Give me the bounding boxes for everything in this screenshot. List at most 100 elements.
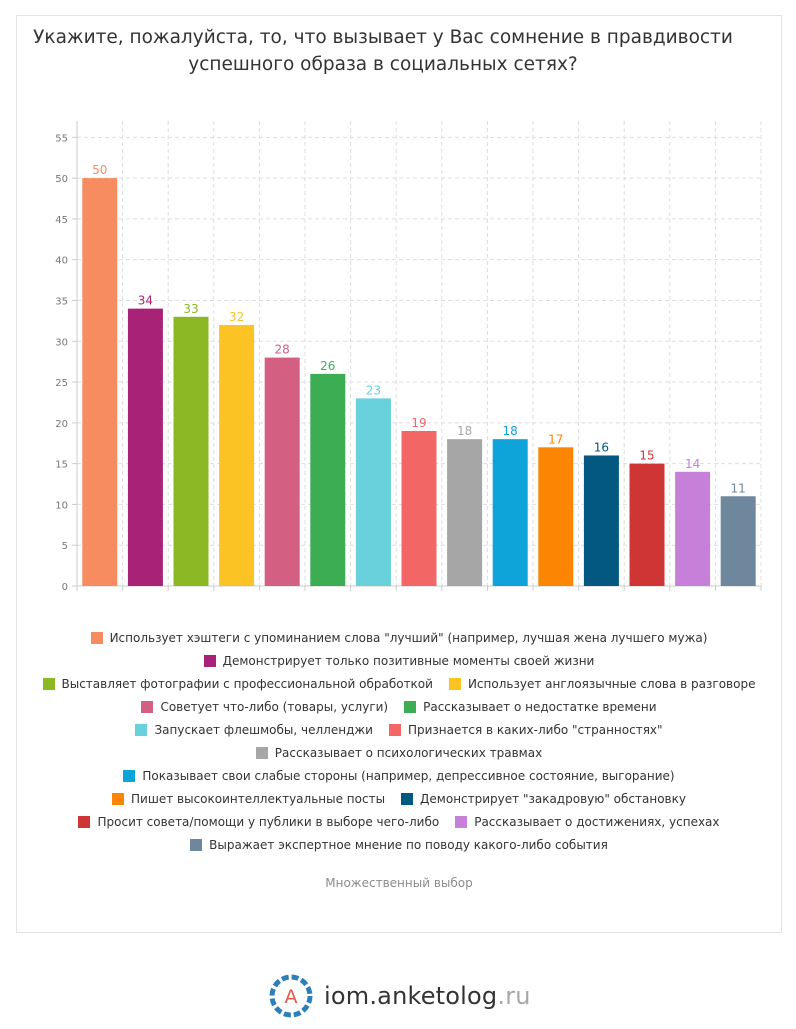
legend-item[interactable]: Демонстрирует "закадровую" обстановку <box>401 792 686 806</box>
chart-title-line-2: успешного образа в социальных сетях? <box>188 54 578 75</box>
legend-swatch <box>401 792 414 805</box>
bar-value-label-15: 11 <box>731 481 746 495</box>
brand-name-suffix: .ru <box>497 982 531 1010</box>
bar-15 <box>720 496 756 586</box>
y-tick-label: 0 <box>62 582 68 593</box>
legend-swatch <box>404 700 417 713</box>
logo-letter: A <box>285 986 298 1008</box>
legend-label: Признается в каких-либо "странностях" <box>407 722 663 737</box>
legend-item[interactable]: Показывает свои слабые стороны (например… <box>123 768 675 783</box>
legend-swatch <box>455 815 468 828</box>
legend-row: Выражает экспертное мнение по поводу как… <box>16 833 782 856</box>
bar-value-label-11: 17 <box>548 432 563 446</box>
legend-row: Использует хэштеги с упоминанием слова "… <box>16 626 782 649</box>
legend-label: Использует хэштеги с упоминанием слова "… <box>109 630 708 645</box>
bar-2 <box>127 308 163 586</box>
legend-row: Запускает флешмобы, челленджи Признается … <box>16 718 782 741</box>
bar-10 <box>492 439 528 586</box>
bar-13 <box>629 463 665 586</box>
y-tick-label: 10 <box>55 500 68 511</box>
legend-label: Советует что-либо (товары, услуги) <box>160 699 389 714</box>
legend-label: Запускает флешмобы, челленджи <box>154 722 373 737</box>
y-tick-label: 40 <box>55 256 68 267</box>
legend-swatch <box>123 769 136 782</box>
legend-label: Рассказывает о психологических травмах <box>274 745 543 760</box>
legend-swatch <box>388 723 401 736</box>
legend-label: Рассказывает о достижениях, успехах <box>474 814 720 829</box>
bar-3 <box>173 316 209 586</box>
bar-value-label-7: 23 <box>366 383 381 397</box>
bar-value-label-6: 26 <box>320 359 335 373</box>
legend-label: Демонстрирует "закадровую" обстановку <box>420 791 686 806</box>
bar-value-label-2: 34 <box>138 294 153 308</box>
legend-row: Просит совета/помощи у публики в выборе … <box>16 810 782 833</box>
legend-label: Выставляет фотографии с профессиональной… <box>61 676 433 691</box>
bar-6 <box>310 373 346 586</box>
legend-label: Выражает экспертное мнение по поводу как… <box>209 837 608 852</box>
legend-label: Демонстрирует только позитивные моменты … <box>222 653 595 668</box>
bar-5 <box>264 357 300 586</box>
y-tick-label: 55 <box>55 133 68 144</box>
legend-swatch <box>255 746 268 759</box>
bar-9 <box>447 439 483 586</box>
legend-label: Использует англоязычные слова в разговор… <box>467 676 756 691</box>
legend-item[interactable]: Просит совета/помощи у публики в выборе … <box>78 815 439 829</box>
y-tick-label: 25 <box>55 378 68 389</box>
legend-swatch <box>90 631 103 644</box>
legend-item[interactable]: Рассказывает о недостатке времени <box>404 699 657 714</box>
bar-1 <box>82 178 118 586</box>
legend-row: Демонстрирует только позитивные моменты … <box>16 649 782 672</box>
legend-item[interactable]: Использует хэштеги с упоминанием слова "… <box>90 630 708 645</box>
bar-7 <box>355 398 391 586</box>
legend-item[interactable]: Использует англоязычные слова в разговор… <box>448 676 756 691</box>
legend-row: Рассказывает о психологических травмах <box>16 741 782 764</box>
y-tick-label: 50 <box>55 174 68 185</box>
legend-swatch <box>141 700 154 713</box>
legend-item[interactable]: Рассказывает о достижениях, успехах <box>455 814 720 829</box>
brand-name: iom.anketolog.ru <box>324 982 531 1010</box>
y-tick-label: 30 <box>55 337 68 348</box>
chart-title: Укажите, пожалуйста, то, что вызывает у … <box>30 24 736 78</box>
legend-item[interactable]: Советует что-либо (товары, услуги) <box>141 700 388 714</box>
bar-value-label-1: 50 <box>92 163 107 177</box>
legend-swatch <box>78 815 91 828</box>
legend-item[interactable]: Рассказывает о психологических травмах <box>255 745 543 760</box>
brand-name-main: iom.anketolog <box>324 982 498 1010</box>
brand-logo[interactable]: A iom.anketolog.ru <box>268 973 531 1019</box>
bar-value-label-8: 19 <box>411 416 426 430</box>
legend-swatch <box>190 838 203 851</box>
legend-swatch <box>135 723 148 736</box>
bar-chart: 0 5 10 15 20 25 30 35 40 45 50 55 50 34 33 32 28 26 23 19 18… <box>55 121 762 593</box>
legend-row: Советует что-либо (товары, услуги) Расска… <box>16 695 782 718</box>
legend-item[interactable]: Пишет высокоинтеллектуальные посты <box>112 792 385 806</box>
bar-14 <box>675 471 711 586</box>
y-tick-label: 20 <box>55 419 68 430</box>
legend-item[interactable]: Выражает экспертное мнение по поводу как… <box>190 838 608 852</box>
legend-row: Пишет высокоинтеллектуальные посты Демонс… <box>16 787 782 810</box>
legend-item[interactable]: Выставляет фотографии с профессиональной… <box>42 676 433 691</box>
anketolog-logo-icon: A <box>269 974 313 1018</box>
chart-title-line-1: Укажите, пожалуйста, то, что вызывает у … <box>33 27 733 48</box>
y-tick-label: 5 <box>62 541 68 552</box>
legend-swatch <box>42 677 55 690</box>
legend-item[interactable]: Признается в каких-либо "странностях" <box>388 722 663 737</box>
legend-label: Просит совета/помощи у публики в выборе … <box>97 814 440 829</box>
legend-item[interactable]: Запускает флешмобы, челленджи <box>135 723 373 737</box>
bar-11 <box>538 447 574 586</box>
bar-value-label-13: 15 <box>639 449 654 463</box>
legend-label: Рассказывает о недостатке времени <box>423 699 657 714</box>
bar-value-label-4: 32 <box>229 310 244 324</box>
y-tick-label: 45 <box>55 215 68 226</box>
legend-swatch <box>448 677 461 690</box>
legend-label: Показывает свои слабые стороны (например… <box>142 768 675 783</box>
chart-legend: Использует хэштеги с упоминанием слова "… <box>16 626 782 856</box>
bar-value-label-14: 14 <box>685 457 700 471</box>
legend-row: Выставляет фотографии с профессиональной… <box>16 672 782 695</box>
bar-8 <box>401 431 437 586</box>
legend-swatch <box>203 654 216 667</box>
y-tick-label: 15 <box>55 460 68 471</box>
bar-12 <box>583 455 619 586</box>
legend-item[interactable]: Демонстрирует только позитивные моменты … <box>203 653 595 668</box>
legend-row: Показывает свои слабые стороны (например… <box>16 764 782 787</box>
bar-value-label-9: 18 <box>457 424 472 438</box>
